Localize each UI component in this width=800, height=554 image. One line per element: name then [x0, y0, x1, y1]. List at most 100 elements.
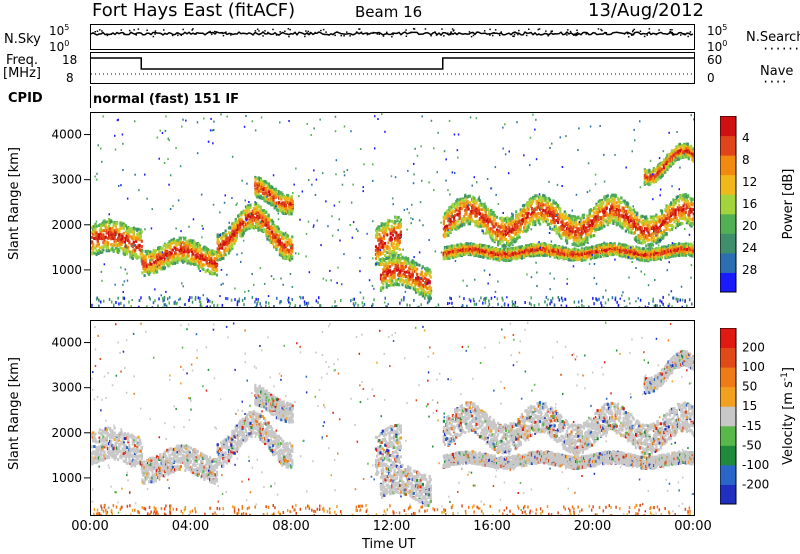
data-cell [615, 213, 618, 217]
data-cell [158, 261, 161, 265]
nsearch-point [472, 34, 475, 37]
data-cell [203, 254, 206, 258]
data-cell [399, 222, 402, 226]
data-cell [604, 198, 607, 202]
data-cell [286, 243, 289, 247]
data-cell [284, 253, 287, 256]
data-cell [683, 196, 686, 200]
data-cell [213, 272, 216, 276]
data-cell [468, 201, 471, 205]
data-cell [615, 221, 618, 225]
data-cell [523, 208, 526, 212]
nsearch-point [171, 34, 174, 37]
data-cell [424, 294, 427, 297]
data-cell [464, 243, 467, 247]
data-cell [551, 221, 554, 225]
data-cell [384, 249, 387, 253]
data-cell [291, 245, 294, 249]
data-cell [450, 248, 453, 252]
data-cell [124, 245, 128, 249]
data-cell [455, 220, 458, 224]
data-cell [478, 199, 482, 203]
data-cell [497, 240, 500, 244]
data-cell [206, 263, 209, 267]
data-cell [131, 249, 134, 253]
data-cell [656, 226, 659, 230]
data-cell [392, 256, 395, 260]
nsearch-point [200, 32, 202, 34]
data-cell [538, 195, 542, 199]
data-cell [644, 222, 647, 226]
data-cell [589, 227, 592, 231]
data-cell [658, 215, 661, 219]
data-cell [680, 194, 683, 198]
data-cell [267, 223, 270, 227]
nave-lo-tick: 0 [707, 71, 715, 85]
data-cell [392, 258, 395, 262]
data-cell [170, 238, 173, 242]
data-cell [145, 264, 148, 268]
nsearch-point [289, 28, 291, 31]
data-cell [426, 287, 429, 291]
data-cell [507, 219, 510, 223]
data-cell [588, 229, 591, 233]
data-cell [525, 212, 528, 215]
data-cell [630, 231, 633, 235]
data-cell [635, 235, 638, 239]
nsearch-point [133, 29, 135, 31]
data-cell [140, 245, 143, 248]
data-cell [458, 214, 461, 218]
data-cell [396, 255, 400, 259]
data-cell [540, 206, 543, 210]
data-cell [286, 251, 289, 255]
data-cell [184, 246, 187, 250]
data-cell [258, 180, 261, 183]
data-cell [636, 211, 639, 215]
data-cell [274, 191, 277, 195]
data-cell [192, 243, 195, 247]
data-cell [688, 216, 691, 220]
data-cell [587, 217, 590, 221]
data-cell [446, 232, 449, 236]
data-cell [475, 201, 478, 205]
data-cell [134, 248, 137, 252]
data-cell [554, 207, 557, 211]
data-cell [587, 233, 590, 237]
data-cell [478, 212, 482, 216]
nsearch-hi-tick: 105 [707, 23, 728, 38]
data-cell [166, 262, 169, 265]
data-cell [650, 235, 653, 239]
data-cell [674, 199, 677, 203]
data-cell [483, 202, 486, 206]
data-cell [384, 254, 387, 257]
nsearch-point [537, 28, 539, 31]
data-cell [279, 191, 282, 195]
data-cell [246, 215, 249, 219]
data-cell [211, 262, 214, 266]
data-cell [109, 235, 112, 239]
data-cell [614, 212, 617, 216]
data-cell [192, 252, 195, 256]
data-cell [215, 257, 219, 260]
data-cell [578, 221, 581, 225]
data-cell [458, 209, 461, 213]
data-cell [167, 258, 170, 262]
data-cell [611, 213, 614, 216]
data-cell [409, 286, 412, 290]
data-cell [247, 221, 250, 225]
data-cell [464, 212, 467, 216]
data-cell [285, 236, 288, 240]
data-cell [211, 253, 214, 257]
data-cell [645, 220, 648, 224]
data-cell [273, 189, 276, 193]
nsearch-point [288, 35, 290, 38]
data-cell [679, 216, 682, 220]
data-cell [619, 220, 622, 224]
data-cell [286, 240, 289, 244]
data-cell [463, 223, 466, 227]
data-cell [566, 239, 569, 243]
data-cell [530, 200, 534, 204]
data-cell [601, 198, 604, 202]
data-cell [593, 234, 596, 237]
data-cell [518, 235, 521, 239]
